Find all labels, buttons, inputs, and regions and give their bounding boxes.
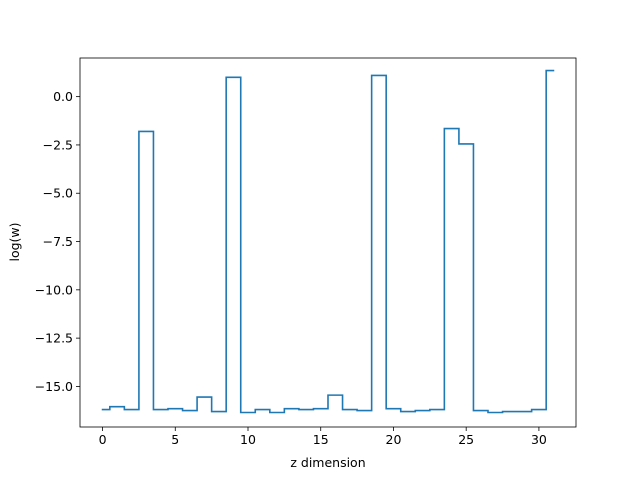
axes-frame: [79, 57, 577, 428]
x-tick-label: 5: [171, 432, 179, 447]
y-tick-label: 0.0: [53, 89, 73, 104]
y-ticks: 0.0 −2.5 −5.0 −7.5 −10.0 −12.5 −15.0: [35, 89, 80, 394]
x-axis-label: z dimension: [290, 455, 365, 470]
y-tick-label: −10.0: [35, 282, 73, 297]
x-tick-label: 25: [458, 432, 474, 447]
x-tick-label: 15: [313, 432, 329, 447]
x-tick-label: 20: [386, 432, 402, 447]
y-tick-label: −2.5: [43, 137, 73, 152]
plot-area: [80, 58, 576, 427]
x-ticks: 0 5 10 15 20 25 30: [99, 427, 547, 447]
series-line: [101, 69, 555, 414]
y-tick-label: −7.5: [43, 234, 73, 249]
y-axis-label: log(w): [7, 222, 22, 261]
y-tick-label: −5.0: [43, 186, 73, 201]
y-tick-label: −12.5: [35, 331, 73, 346]
x-tick-label: 30: [531, 432, 547, 447]
x-tick-label: 0: [99, 432, 107, 447]
x-tick-label: 10: [240, 432, 256, 447]
series-layer: [101, 69, 555, 414]
y-tick-label: −15.0: [35, 379, 73, 394]
